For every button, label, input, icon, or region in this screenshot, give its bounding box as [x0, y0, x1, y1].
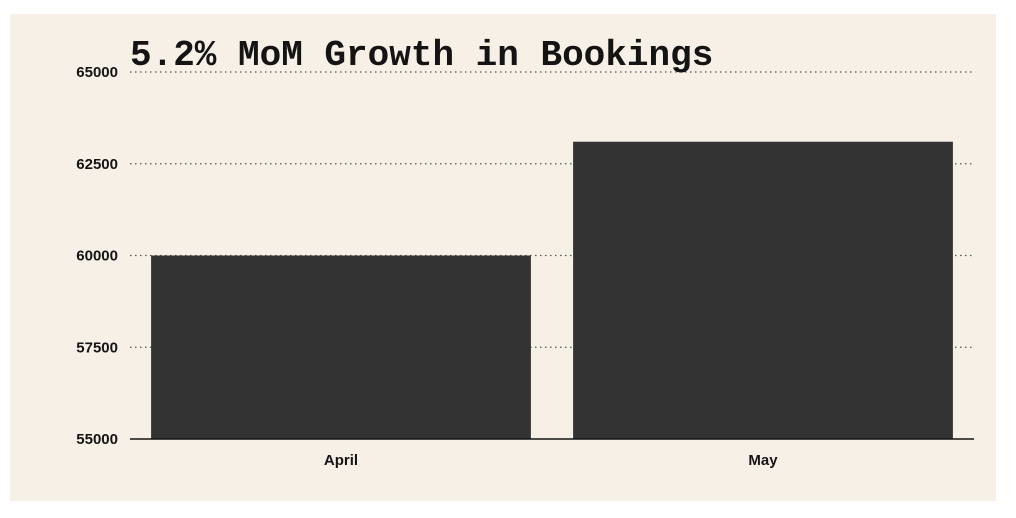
x-tick-label: April — [324, 452, 358, 469]
y-tick-label: 62500 — [76, 156, 118, 173]
chart-panel: 55000 57500 60000 62500 65000 April May 5.2% M… — [10, 14, 996, 501]
bar-may — [573, 141, 953, 439]
y-tick-label: 57500 — [76, 339, 118, 356]
chart-title: 5.2% MoM Growth in Bookings — [130, 35, 713, 76]
y-tick-label: 60000 — [76, 248, 118, 265]
bar-april — [151, 255, 531, 439]
bars — [151, 141, 953, 439]
axes: 55000 57500 60000 62500 65000 April May — [76, 64, 974, 469]
x-tick-label: May — [748, 452, 778, 469]
y-tick-label: 65000 — [76, 64, 118, 81]
y-tick-label: 55000 — [76, 431, 118, 448]
bar-chart: 55000 57500 60000 62500 65000 April May 5.2% M… — [76, 35, 974, 469]
